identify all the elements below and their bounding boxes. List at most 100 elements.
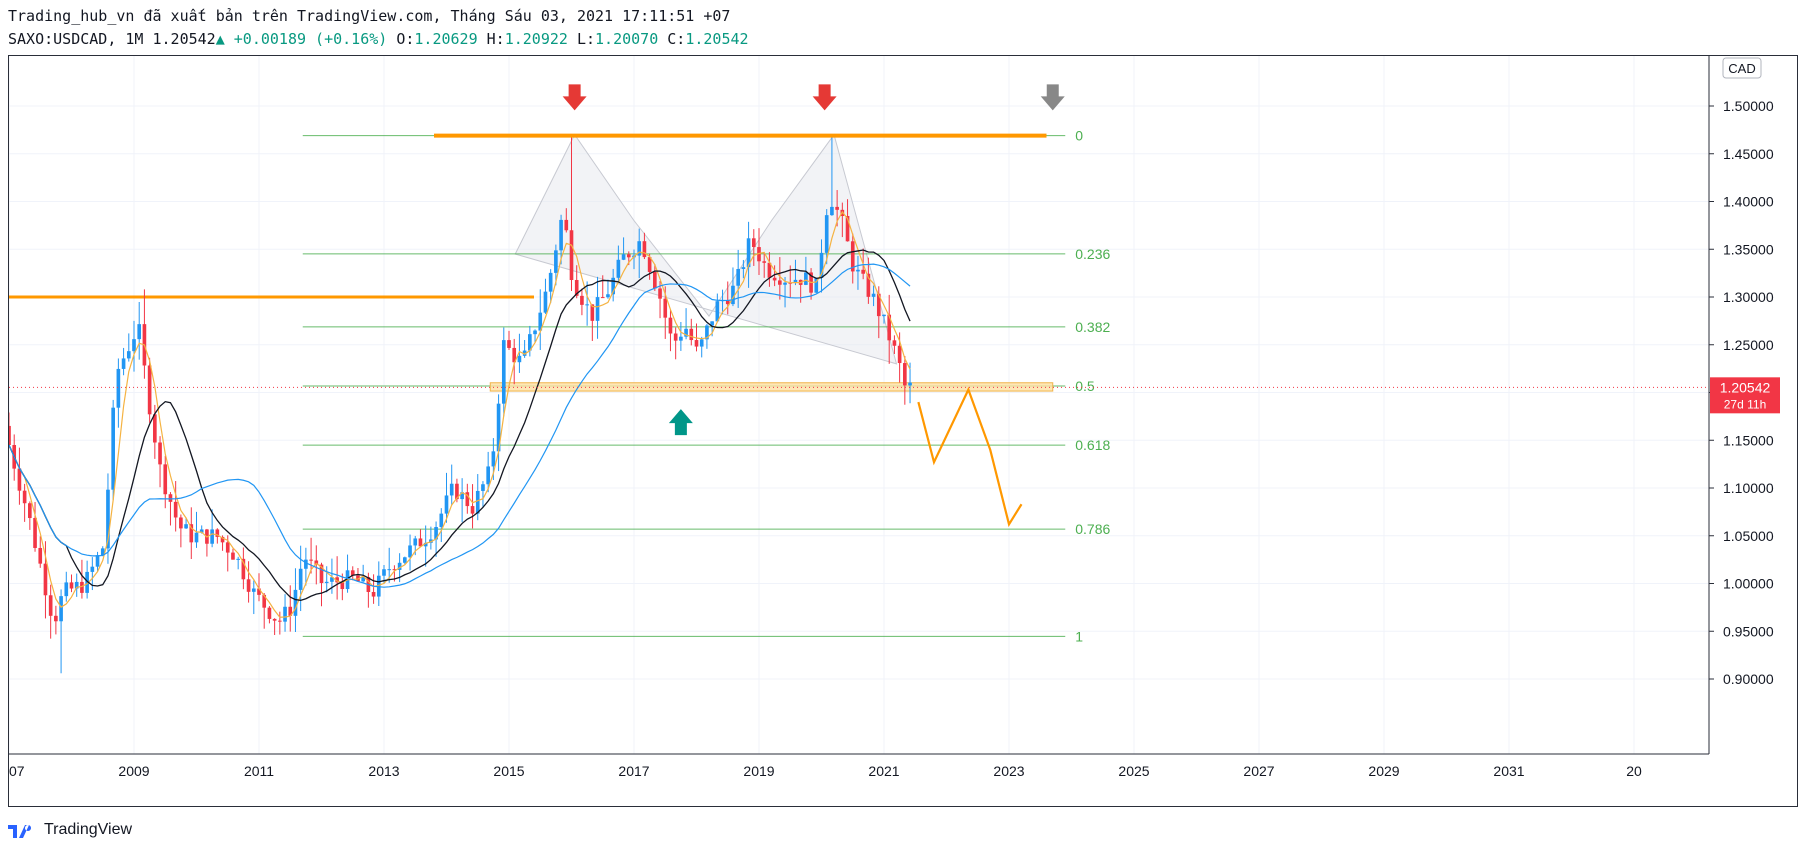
arrow-down-icon[interactable] — [1040, 84, 1065, 111]
candle-body — [595, 297, 600, 321]
candle-body — [642, 241, 647, 258]
double-top-pattern — [514, 133, 898, 365]
tradingview-logo[interactable]: TradingView — [8, 821, 132, 839]
candle-body — [741, 267, 746, 269]
candle-body — [158, 442, 162, 465]
last-price-badge — [1710, 377, 1780, 414]
candle-body — [522, 350, 527, 356]
candle-body — [48, 595, 53, 616]
candle-body — [283, 606, 287, 622]
candle-body — [376, 575, 381, 597]
candle-body — [892, 340, 897, 346]
symbol-label[interactable]: SAXO:USDCAD, 1M — [8, 30, 144, 48]
candle-body — [866, 273, 871, 297]
projection-path[interactable] — [917, 386, 1023, 528]
currency-box[interactable] — [1722, 57, 1762, 79]
chart-frame[interactable]: 1.50000 1.45000 1.40000 1.35000 1.30000 1.250… — [8, 55, 1798, 807]
candle-body — [710, 321, 714, 326]
candle-body — [679, 336, 683, 341]
candle-body — [501, 340, 506, 404]
close-value: 1.20542 — [685, 30, 749, 48]
fib-level-label: 0.236 — [1075, 246, 1110, 262]
candle-body — [689, 328, 694, 341]
candle-body — [95, 555, 100, 567]
candle-body — [903, 363, 907, 386]
candle-body — [460, 492, 464, 500]
candle-body — [137, 324, 142, 340]
candle-body — [324, 581, 329, 584]
candle-body — [17, 468, 22, 491]
candle-body — [496, 403, 501, 452]
candle-body — [658, 288, 662, 299]
candle-body — [449, 483, 454, 496]
candle-body — [616, 259, 621, 278]
high-label: H: — [486, 30, 505, 48]
candle-body — [330, 577, 334, 582]
candle-body — [272, 618, 277, 621]
candle-body — [455, 483, 459, 500]
fib-level-label: 0.786 — [1075, 521, 1110, 537]
candle-body — [804, 272, 808, 285]
up-triangle-icon: ▲ — [215, 30, 225, 48]
candle-body — [387, 569, 392, 571]
candle-body — [772, 277, 777, 281]
candle-body — [653, 271, 657, 289]
y-tick-label: 1.40000 — [1723, 194, 1774, 210]
candle-body — [694, 340, 699, 347]
x-tick-label: 2023 — [993, 763, 1024, 779]
candle-body — [304, 559, 308, 569]
neckline-support-zone[interactable] — [489, 382, 1054, 392]
candle-body — [220, 536, 225, 543]
y-tick-label: 1.15000 — [1723, 432, 1774, 448]
candle-body — [126, 351, 131, 359]
price-chart[interactable]: 1.50000 1.45000 1.40000 1.35000 1.30000 1.250… — [9, 56, 1797, 806]
arrow-up-icon[interactable] — [668, 409, 693, 436]
x-tick-label: 2009 — [118, 763, 149, 779]
candle-body — [278, 620, 282, 622]
candle-body — [371, 591, 376, 597]
x-tick-label: 2025 — [1118, 763, 1149, 779]
candle-body — [528, 334, 532, 351]
candle-body — [856, 269, 860, 272]
arrow-down-icon[interactable] — [812, 84, 837, 111]
y-tick-label: 1.50000 — [1723, 98, 1774, 114]
high-value: 1.20922 — [504, 30, 568, 48]
candle-body — [335, 577, 339, 583]
x-tick-label: 2017 — [618, 763, 649, 779]
candle-body — [210, 529, 214, 544]
candle-body — [819, 252, 824, 278]
candle-body — [392, 569, 397, 571]
candle-body — [663, 298, 668, 318]
x-tick-label: 2011 — [244, 763, 274, 779]
candle-body — [543, 291, 548, 313]
candle-body — [33, 518, 37, 548]
candle-body — [74, 581, 79, 589]
candle-body — [246, 579, 251, 592]
y-tick-label: 1.00000 — [1723, 576, 1774, 592]
tradingview-logo-icon — [8, 825, 32, 838]
candle-body — [746, 238, 751, 268]
x-tick-label: 2021 — [868, 763, 899, 779]
candle-body — [507, 340, 511, 348]
y-tick-label: 1.30000 — [1723, 289, 1774, 305]
candle-body — [517, 355, 522, 363]
candle-body — [267, 607, 272, 619]
candle-body — [43, 563, 48, 596]
candle-body — [444, 495, 449, 514]
candle-body — [793, 279, 798, 283]
candle-body — [830, 206, 834, 216]
candle-body — [470, 506, 475, 514]
arrow-down-icon[interactable] — [562, 84, 587, 111]
candle-body — [173, 501, 178, 518]
candle-body — [288, 606, 293, 616]
candle-body — [382, 569, 386, 576]
candle-body — [731, 285, 735, 305]
candle-body — [611, 277, 615, 295]
candle-body — [314, 560, 319, 565]
candle-body — [241, 558, 246, 580]
candle-body — [882, 314, 886, 317]
candle-body — [533, 330, 537, 335]
candle-body — [153, 414, 157, 443]
candle-body — [783, 282, 787, 285]
close-label: C: — [667, 30, 686, 48]
